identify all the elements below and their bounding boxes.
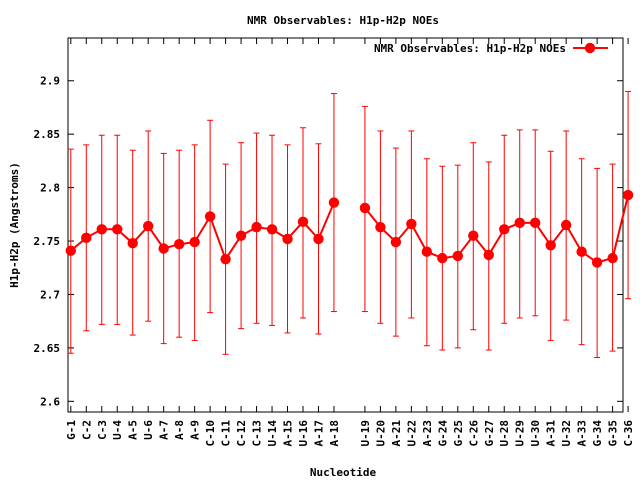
y-tick-label: 2.65	[34, 342, 61, 355]
x-tick-label: U-16	[297, 420, 310, 447]
data-point	[313, 233, 324, 245]
y-tick-label: 2.6	[40, 395, 60, 408]
x-axis: G-1 C-2 C-3 U-4 A-5 U-6 A-7 A-8 A-9 C-10 C-11 C-12 C…	[65, 38, 635, 447]
x-tick-label: A-23	[421, 420, 434, 447]
x-tick-label: A-9	[189, 420, 202, 440]
data-point	[622, 189, 634, 201]
x-tick-label: C-10	[204, 420, 217, 447]
data-point	[375, 221, 386, 233]
data-point	[127, 237, 138, 249]
data-point	[266, 224, 278, 235]
x-tick-label: U-28	[498, 420, 511, 447]
data-point	[591, 257, 603, 268]
y-tick-label: 2.85	[34, 128, 61, 141]
x-tick-label: U-6	[142, 420, 155, 440]
x-tick-label: G-34	[591, 420, 604, 447]
x-tick-label: U-19	[359, 420, 372, 447]
y-axis-label: H1p-H2p (Angstroms)	[8, 162, 21, 288]
data-point	[204, 211, 216, 222]
y-tick-label: 2.75	[34, 235, 61, 248]
data-point	[251, 221, 262, 233]
data-point	[359, 202, 371, 214]
data-point	[235, 230, 247, 241]
y-tick-label: 2.9	[40, 75, 60, 88]
x-tick-label: C-13	[251, 420, 264, 447]
plot-frame	[67, 37, 624, 413]
x-tick-label: C-3	[96, 420, 109, 440]
data-point	[112, 224, 123, 235]
x-tick-label: A-21	[390, 420, 403, 447]
data-point	[189, 236, 200, 248]
data-point	[158, 243, 169, 254]
x-tick-label: A-8	[173, 420, 186, 440]
x-tick-label: U-4	[111, 420, 124, 440]
x-tick-label: A-17	[313, 420, 326, 447]
data-point	[468, 230, 479, 241]
legend-marker	[584, 42, 596, 54]
data-point	[143, 220, 154, 232]
y-tick-label: 2.7	[40, 288, 60, 301]
data-point	[173, 239, 185, 250]
data-point	[406, 218, 417, 230]
y-axis: 2.6 2.65 2.7 2.75 2.8 2.85 2.9	[34, 75, 623, 408]
data-point	[607, 252, 618, 264]
data-point	[499, 224, 510, 235]
x-tick-label: G-24	[436, 420, 449, 447]
x-tick-label: U-14	[266, 420, 279, 447]
data-point	[452, 250, 463, 262]
x-tick-label: C-11	[220, 420, 233, 447]
x-tick-label: C-2	[80, 420, 93, 440]
x-tick-label: U-30	[529, 420, 542, 447]
data-point	[328, 197, 340, 208]
series-lines	[70, 194, 630, 264]
data-point	[297, 216, 309, 227]
data-point	[545, 240, 556, 251]
x-tick-label: A-7	[158, 420, 171, 440]
data-point	[65, 245, 77, 256]
legend: NMR Observables: H1p-H2p NOEs	[374, 42, 608, 55]
x-tick-label: G-1	[65, 420, 78, 440]
x-tick-label: C-12	[235, 420, 248, 447]
series-line	[364, 194, 630, 264]
x-tick-label: C-36	[622, 420, 635, 447]
data-point	[514, 217, 525, 229]
series-line	[70, 202, 335, 262]
x-tick-label: A-33	[576, 420, 589, 447]
x-tick-label: A-31	[545, 420, 558, 447]
y-tick-label: 2.8	[40, 182, 60, 195]
data-point	[437, 252, 448, 264]
legend-label: NMR Observables: H1p-H2p NOEs	[374, 42, 566, 55]
x-tick-label: A-15	[282, 420, 295, 447]
x-tick-label: U-29	[514, 420, 527, 447]
data-points	[65, 189, 634, 268]
data-point	[81, 232, 92, 244]
data-point	[483, 249, 494, 261]
x-axis-label: Nucleotide	[310, 466, 377, 479]
data-point	[576, 246, 587, 257]
x-tick-label: C-26	[467, 420, 480, 447]
data-point	[560, 219, 572, 231]
x-tick-label: G-35	[607, 420, 620, 447]
x-tick-label: G-25	[452, 420, 465, 447]
data-point	[282, 233, 293, 245]
x-tick-label: U-32	[560, 420, 573, 447]
x-tick-label: U-22	[405, 420, 418, 447]
data-point	[96, 224, 107, 235]
data-point	[220, 253, 231, 265]
data-point	[530, 217, 541, 229]
x-tick-label: G-27	[483, 420, 496, 447]
x-tick-label: A-18	[328, 420, 341, 447]
chart-title: NMR Observables: H1p-H2p NOEs	[247, 14, 439, 27]
data-point	[421, 246, 433, 257]
x-tick-label: A-5	[127, 420, 140, 440]
x-tick-label: U-20	[374, 420, 387, 447]
data-point	[390, 236, 402, 248]
